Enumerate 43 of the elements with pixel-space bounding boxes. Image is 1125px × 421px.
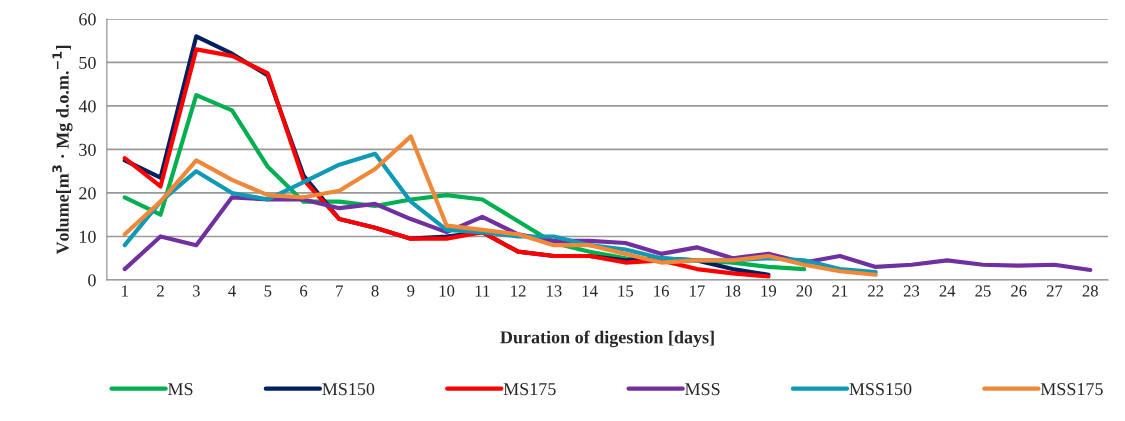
x-tick-label: 17	[690, 285, 705, 297]
y-tick-label: 50	[79, 56, 96, 69]
legend-label: MS	[168, 383, 193, 396]
x-tick-label: 8	[371, 285, 379, 297]
x-tick-label: 5	[264, 285, 272, 297]
x-tick-label: 27	[1046, 285, 1063, 297]
x-tick-label: 13	[546, 285, 562, 297]
y-tick-label: 40	[78, 100, 96, 113]
x-tick-label: 2	[157, 285, 164, 297]
legend-label: MSS	[685, 383, 720, 396]
x-tick-label: 16	[654, 285, 669, 297]
x-tick-label: 26	[1011, 285, 1027, 297]
x-tick-label: 1	[122, 285, 128, 297]
x-tick-label: 22	[868, 285, 884, 297]
x-axis-title: Duration of digestion [days]	[500, 330, 714, 348]
x-tick-label: 25	[975, 285, 991, 297]
x-tick-label: 11	[475, 285, 490, 297]
y-axis-title: Volume[m$^{3}$ · Mg d.o.m.$^{−1}$]	[52, 45, 73, 255]
x-tick-label: 18	[725, 285, 741, 297]
x-tick-label: 24	[939, 285, 956, 297]
x-tick-label: 20	[796, 285, 812, 297]
y-tick-label: 20	[79, 187, 96, 200]
x-tick-label: 12	[511, 285, 526, 297]
x-tick-label: 4	[228, 285, 236, 297]
legend-label: MS150	[322, 382, 375, 396]
x-tick-label: 10	[439, 285, 455, 297]
y-tick-label: 0	[88, 274, 96, 287]
x-tick-label: 7	[336, 285, 343, 297]
x-tick-label: 15	[618, 285, 634, 297]
y-tick-label: 10	[79, 230, 96, 243]
x-tick-label: 14	[582, 285, 598, 297]
x-tick-label: 21	[832, 285, 848, 297]
y-tick-label: 60	[79, 13, 96, 26]
x-tick-label: 28	[1082, 285, 1098, 297]
legend-label: MS175	[503, 383, 556, 396]
x-tick-label: 6	[300, 285, 308, 297]
x-tick-label: 23	[903, 285, 920, 297]
x-tick-label: 19	[761, 285, 777, 297]
legend-label: MSS150	[849, 382, 912, 396]
legend-label: MSS175	[1040, 383, 1103, 396]
x-tick-label: 9	[407, 285, 415, 297]
x-tick-label: 3	[192, 285, 200, 297]
y-tick-label: 30	[79, 143, 96, 156]
